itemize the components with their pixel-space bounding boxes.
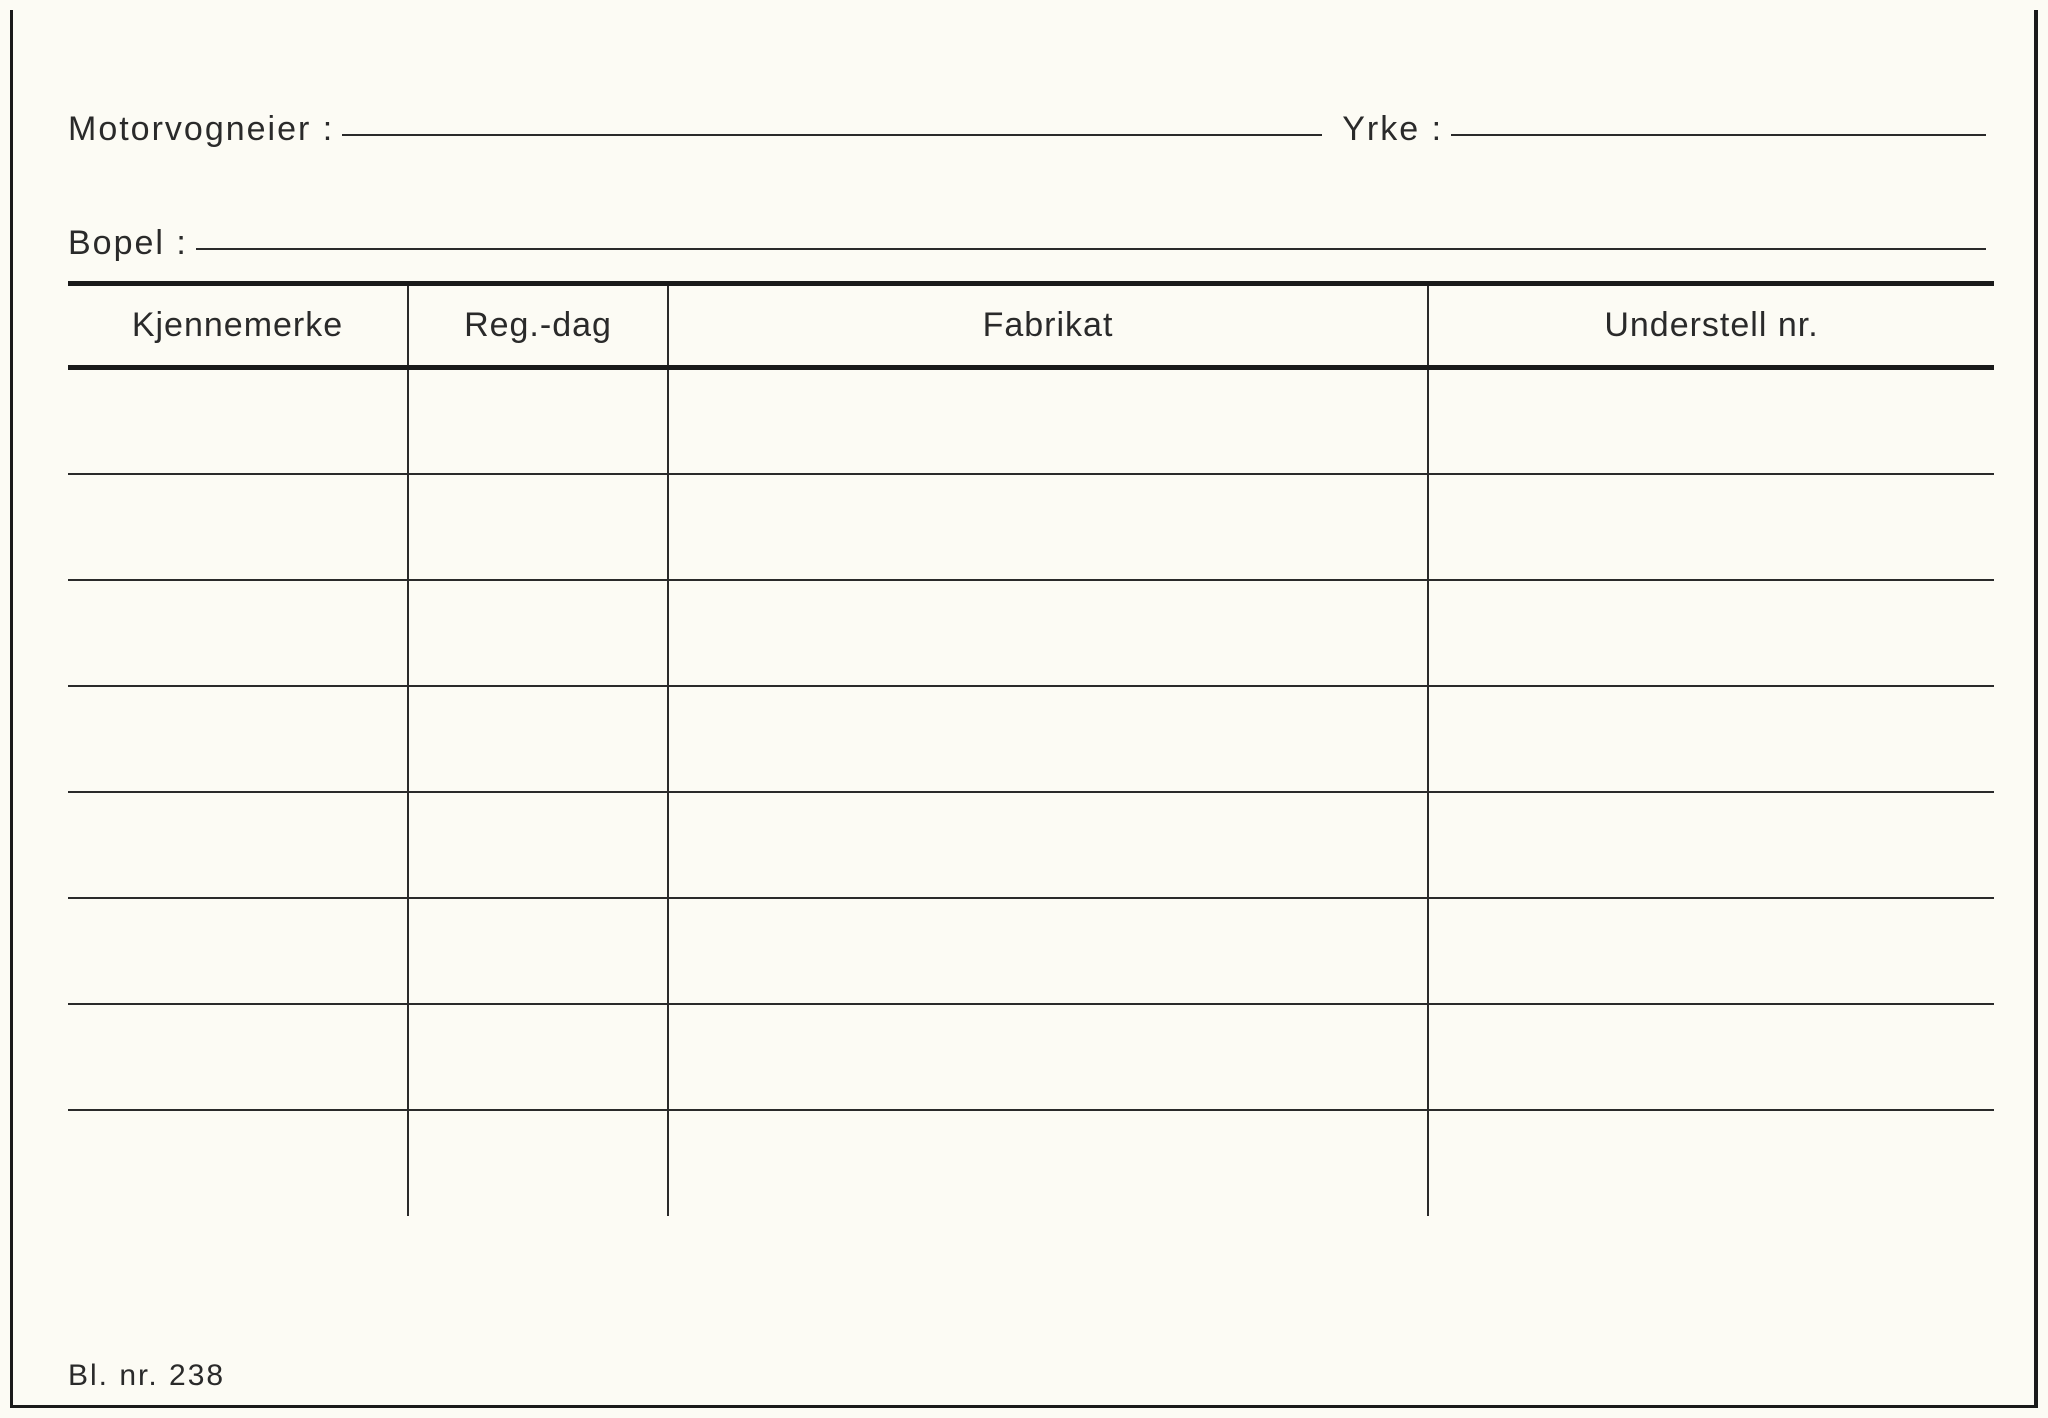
table-cell[interactable] [68, 580, 408, 686]
vehicle-table-container: Kjennemerke Reg.-dag Fabrikat Understell… [68, 281, 1994, 1216]
table-row [68, 1110, 1994, 1216]
table-row [68, 1004, 1994, 1110]
table-cell[interactable] [68, 686, 408, 792]
table-cell[interactable] [1428, 368, 1994, 474]
table-cell[interactable] [1428, 1004, 1994, 1110]
table-cell[interactable] [68, 474, 408, 580]
column-header-fabrikat: Fabrikat [668, 284, 1428, 368]
table-cell[interactable] [68, 898, 408, 1004]
owner-label: Motorvogneier : [68, 110, 334, 149]
table-cell[interactable] [68, 1110, 408, 1216]
table-cell[interactable] [1428, 792, 1994, 898]
table-row [68, 474, 1994, 580]
table-cell[interactable] [1428, 1110, 1994, 1216]
table-cell[interactable] [408, 1004, 668, 1110]
table-cell[interactable] [408, 1110, 668, 1216]
table-row [68, 686, 1994, 792]
column-header-kjennemerke: Kjennemerke [68, 284, 408, 368]
table-cell[interactable] [408, 686, 668, 792]
table-cell[interactable] [668, 898, 1428, 1004]
residence-input-line[interactable] [196, 248, 1986, 250]
occupation-input-line[interactable] [1451, 134, 1986, 136]
table-row [68, 368, 1994, 474]
table-row [68, 792, 1994, 898]
column-header-regdag: Reg.-dag [408, 284, 668, 368]
residence-row: Bopel : [68, 224, 1994, 263]
table-cell[interactable] [408, 474, 668, 580]
owner-input-line[interactable] [342, 134, 1322, 136]
table-cell[interactable] [408, 792, 668, 898]
table-cell[interactable] [1428, 580, 1994, 686]
table-row [68, 898, 1994, 1004]
column-header-understell: Understell nr. [1428, 284, 1994, 368]
table-cell[interactable] [68, 792, 408, 898]
occupation-label: Yrke : [1342, 110, 1443, 149]
form-content: Motorvogneier : Yrke : Bopel : Kjennemer… [13, 10, 2034, 1236]
table-cell[interactable] [668, 474, 1428, 580]
table-row [68, 580, 1994, 686]
table-header-row: Kjennemerke Reg.-dag Fabrikat Understell… [68, 284, 1994, 368]
table-cell[interactable] [1428, 898, 1994, 1004]
table-cell[interactable] [1428, 686, 1994, 792]
table-cell[interactable] [408, 368, 668, 474]
table-cell[interactable] [668, 792, 1428, 898]
table-cell[interactable] [668, 1004, 1428, 1110]
table-cell[interactable] [1428, 474, 1994, 580]
form-number: Bl. nr. 238 [68, 1359, 225, 1393]
table-cell[interactable] [668, 368, 1428, 474]
residence-label: Bopel : [68, 224, 188, 263]
owner-occupation-row: Motorvogneier : Yrke : [68, 110, 1994, 149]
table-cell[interactable] [668, 1110, 1428, 1216]
table-cell[interactable] [408, 898, 668, 1004]
table-cell[interactable] [68, 1004, 408, 1110]
table-body [68, 368, 1994, 1216]
table-cell[interactable] [68, 368, 408, 474]
table-cell[interactable] [668, 580, 1428, 686]
form-card: Motorvogneier : Yrke : Bopel : Kjennemer… [10, 10, 2038, 1408]
table-cell[interactable] [668, 686, 1428, 792]
table-cell[interactable] [408, 580, 668, 686]
vehicle-table: Kjennemerke Reg.-dag Fabrikat Understell… [68, 281, 1994, 1216]
